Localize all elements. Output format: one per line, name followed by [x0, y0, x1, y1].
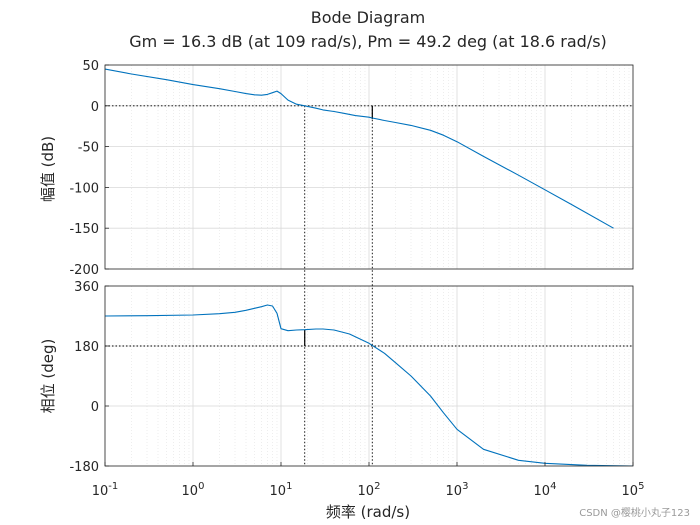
x-axis-label: 频率 (rad/s) [326, 503, 410, 521]
magnitude-y-tick-label: 0 [91, 100, 99, 115]
x-tick-label: 104 [534, 481, 557, 499]
magnitude-axes-frame [104, 64, 634, 270]
phase-curve [105, 304, 633, 466]
magnitude-y-tick-label: -200 [69, 263, 99, 278]
magnitude-y-tick-label: -150 [69, 222, 99, 237]
x-tick-label: 102 [358, 481, 381, 499]
x-tick-label: 10-1 [92, 481, 119, 499]
chart-subtitle: Gm = 16.3 dB (at 109 rad/s), Pm = 49.2 d… [129, 32, 607, 51]
x-tick-label: 101 [270, 481, 293, 499]
magnitude-curve [105, 68, 614, 229]
x-tick-label: 100 [182, 481, 205, 499]
phase-y-tick-label: 180 [74, 340, 99, 355]
magnitude-y-tick-label: -100 [69, 181, 99, 196]
phase-y-tick-label: 360 [74, 280, 99, 295]
magnitude-y-tick-label: 50 [82, 59, 99, 74]
phase-y-tick-label: 0 [91, 400, 99, 415]
chart-title: Bode Diagram [311, 8, 426, 27]
x-tick-label: 105 [622, 481, 645, 499]
x-tick-label: 103 [446, 481, 469, 499]
phase-y-label: 相位 (deg) [39, 339, 57, 414]
phase-y-tick-label: -180 [69, 460, 99, 475]
watermark: CSDN @樱桃小丸子123 [579, 506, 690, 519]
magnitude-y-label: 幅值 (dB) [39, 136, 57, 202]
magnitude-y-tick-label: -50 [78, 141, 99, 156]
